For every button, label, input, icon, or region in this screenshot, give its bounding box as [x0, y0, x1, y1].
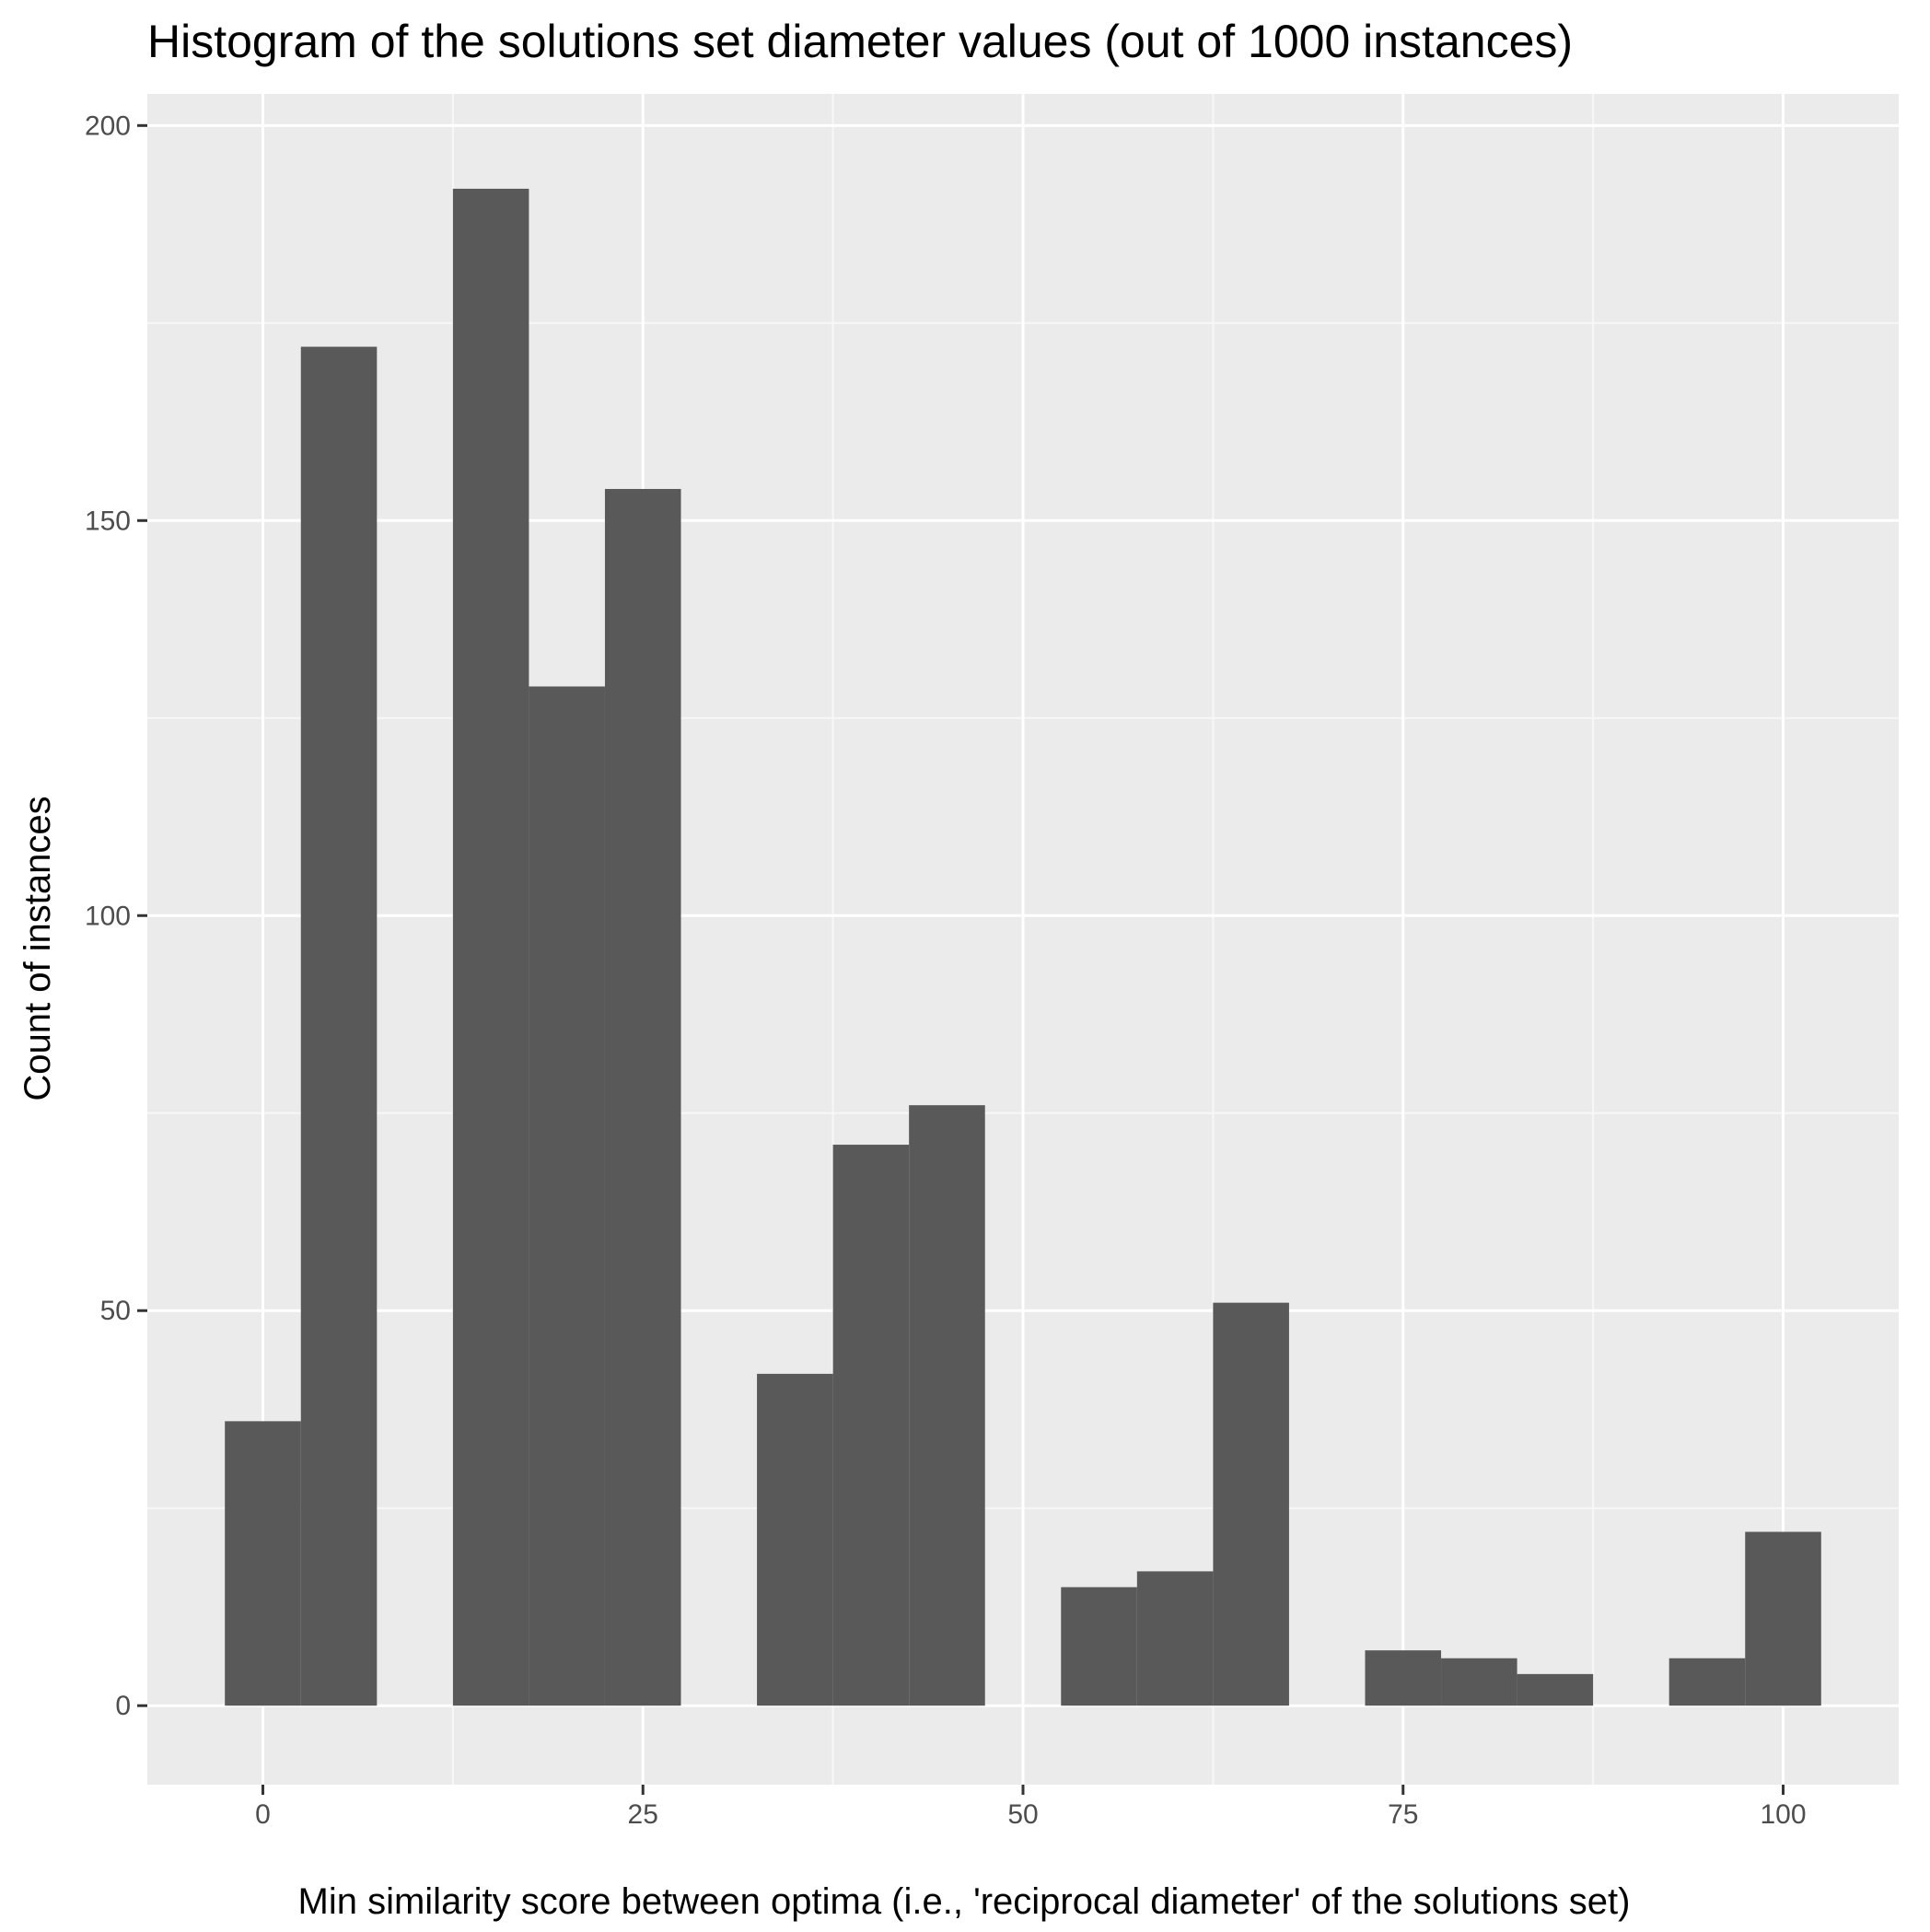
histogram-bar: [604, 488, 681, 1706]
chart-title: Histogram of the solutions set diameter …: [147, 16, 1573, 67]
x-axis: 0 25 50 75 100: [255, 1785, 1807, 1830]
y-tick-label: 150: [85, 506, 131, 536]
y-tick-label: 0: [115, 1691, 131, 1721]
histogram-bar: [225, 1421, 301, 1706]
histogram-bar: [1136, 1571, 1214, 1706]
y-axis-title: Count of instances: [17, 796, 58, 1100]
histogram-bar: [452, 188, 529, 1706]
x-tick-label: 50: [1007, 1799, 1038, 1830]
x-axis-title: Min similarity score between optima (i.e…: [298, 1881, 1631, 1922]
x-tick-label: 75: [1388, 1799, 1418, 1830]
histogram-bar: [1365, 1650, 1442, 1706]
histogram-bar: [909, 1105, 985, 1706]
histogram-bar: [832, 1145, 910, 1706]
histogram-bar: [300, 346, 378, 1706]
histogram-bar: [1441, 1658, 1517, 1706]
x-tick-label: 0: [255, 1799, 271, 1830]
histogram-bar: [1213, 1302, 1289, 1706]
histogram-bar: [1745, 1531, 1821, 1706]
histogram-bar: [1517, 1673, 1594, 1706]
y-tick-label: 50: [100, 1296, 131, 1326]
histogram-bar: [1061, 1587, 1137, 1706]
x-tick-label: 25: [628, 1799, 658, 1830]
y-axis: 0 50 100 150 200: [85, 111, 147, 1721]
y-tick-label: 200: [85, 111, 131, 141]
y-tick-label: 100: [85, 901, 131, 931]
histogram-bar: [757, 1373, 833, 1706]
histogram-bar: [1668, 1658, 1746, 1706]
x-tick-label: 100: [1760, 1799, 1806, 1830]
histogram-bar: [529, 686, 605, 1706]
histogram-bars: [225, 188, 1821, 1706]
